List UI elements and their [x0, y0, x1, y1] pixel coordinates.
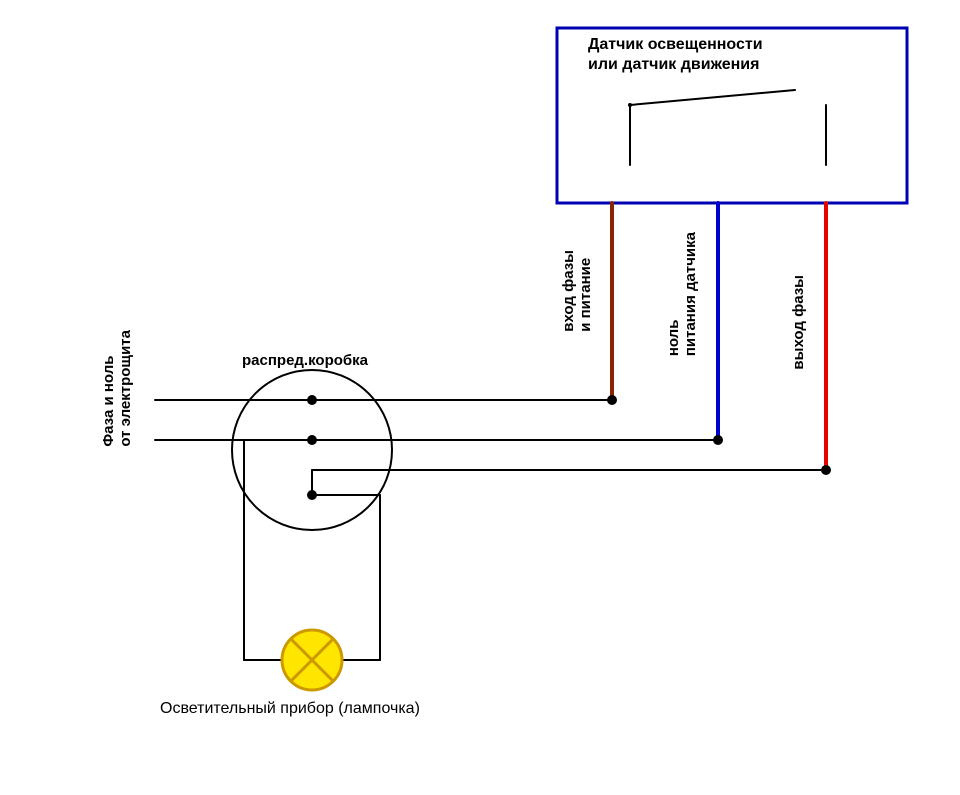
supply-label: Фаза и ноль от электрощита: [100, 330, 134, 447]
diagram-canvas: [0, 0, 960, 795]
sensor-title-line2: или датчик движения: [588, 56, 759, 74]
wire-label-blue: ноль питания датчика: [665, 232, 699, 356]
lamp-label: Осветительный прибор (лампочка): [160, 700, 420, 718]
junction-box-label: распред.коробка: [242, 352, 368, 369]
sensor-title-line1: Датчик освещенности: [588, 36, 763, 54]
wire-label-brown: вход фазы и питание: [560, 250, 594, 332]
wire-label-red: выход фазы: [790, 275, 807, 370]
